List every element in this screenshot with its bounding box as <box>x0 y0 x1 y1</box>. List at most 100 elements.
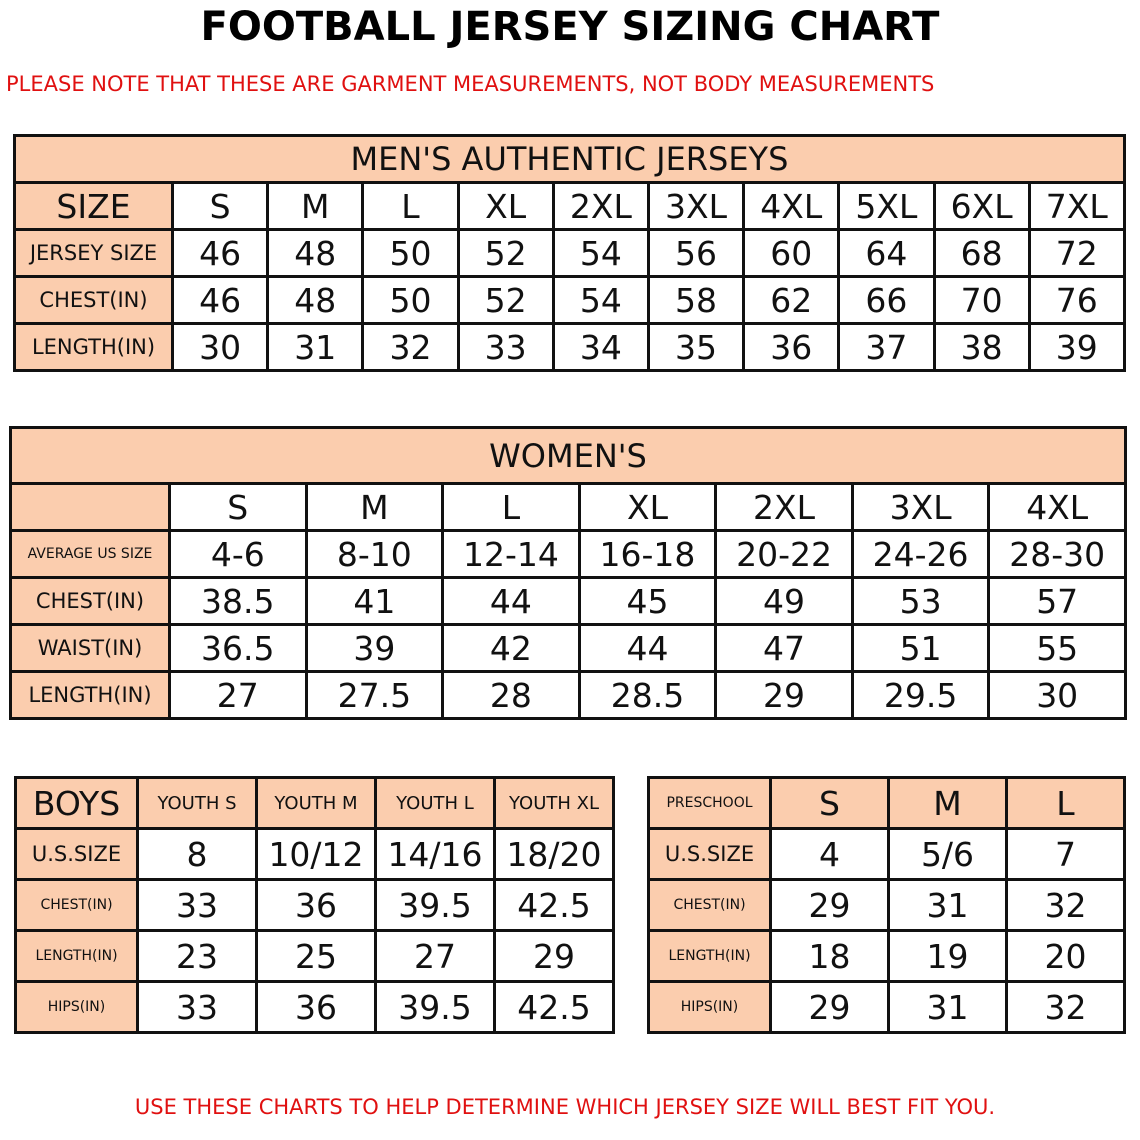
table-cell: 57 <box>987 576 1128 626</box>
table-cell: 19 <box>887 929 1008 983</box>
womens-title: WOMEN'S <box>8 426 1128 485</box>
table-cell: 50 <box>361 228 460 278</box>
table-cell: 29 <box>769 878 890 932</box>
table-cell: 72 <box>1027 228 1126 278</box>
table-cell: 42 <box>441 623 581 673</box>
row-label: LENGTH(IN) <box>14 929 139 983</box>
table-cell: 30 <box>987 670 1128 720</box>
table-cell: 20-22 <box>714 529 854 579</box>
table-cell: 68 <box>932 228 1031 278</box>
table-cell: 38 <box>932 322 1031 372</box>
column-header: YOUTH S <box>136 776 258 830</box>
column-header: 4XL <box>742 181 841 231</box>
column-header: XL <box>456 181 555 231</box>
table-cell: 4 <box>769 827 890 881</box>
boys-row: LENGTH(IN) 23 25 27 29 <box>14 929 615 983</box>
table-cell: 39 <box>1027 322 1126 372</box>
table-cell: 23 <box>136 929 258 983</box>
column-header: 5XL <box>837 181 936 231</box>
row-label: U.S.SIZE <box>647 827 772 881</box>
row-label: JERSEY SIZE <box>13 228 174 278</box>
table-cell: 53 <box>850 576 991 626</box>
womens-row: S M L XL 2XL 3XL 4XL <box>9 482 1128 532</box>
table-cell: 39.5 <box>374 878 496 932</box>
mens-table: MEN'S AUTHENTIC JERSEYS SIZE S M L XL 2XL 3XL 4X… <box>13 134 1126 372</box>
preschool-row: LENGTH(IN) 18 19 20 <box>647 929 1126 983</box>
column-header: 4XL <box>987 482 1128 532</box>
table-cell: 54 <box>551 228 650 278</box>
row-label: LENGTH(IN) <box>9 670 171 720</box>
column-header: L <box>1005 776 1126 830</box>
table-cell: 18/20 <box>493 827 615 881</box>
table-cell: 49 <box>714 576 854 626</box>
table-cell: 38.5 <box>168 576 308 626</box>
table-cell: 18 <box>769 929 890 983</box>
row-label: PRESCHOOL <box>647 776 772 830</box>
womens-row: AVERAGE US SIZE 4-6 8-10 12-14 16-18 20-22 24-… <box>9 529 1128 579</box>
table-cell: 24-26 <box>850 529 991 579</box>
row-label: SIZE <box>13 181 174 231</box>
table-cell: 62 <box>742 275 841 325</box>
table-cell: 32 <box>1005 980 1126 1034</box>
table-cell: 8-10 <box>304 529 445 579</box>
row-label: CHEST(IN) <box>13 275 174 325</box>
table-cell: 14/16 <box>374 827 496 881</box>
table-cell: 36.5 <box>168 623 308 673</box>
row-label: HIPS(IN) <box>647 980 772 1034</box>
table-cell: 52 <box>456 275 555 325</box>
row-label <box>9 482 171 532</box>
table-cell: 76 <box>1027 275 1126 325</box>
table-cell: 46 <box>170 228 270 278</box>
table-cell: 48 <box>266 228 365 278</box>
table-cell: 45 <box>577 576 718 626</box>
table-cell: 58 <box>646 275 746 325</box>
table-cell: 28 <box>441 670 581 720</box>
table-cell: 66 <box>837 275 936 325</box>
mens-row: JERSEY SIZE 46 48 50 52 54 56 60 64 68 72 <box>13 228 1126 278</box>
table-cell: 27 <box>374 929 496 983</box>
table-cell: 27.5 <box>304 670 445 720</box>
table-cell: 27 <box>168 670 308 720</box>
mens-row: SIZE S M L XL 2XL 3XL 4XL 5XL 6XL 7XL <box>13 181 1126 231</box>
table-cell: 52 <box>456 228 555 278</box>
garment-note: PLEASE NOTE THAT THESE ARE GARMENT MEASU… <box>6 72 935 96</box>
table-cell: 16-18 <box>577 529 718 579</box>
table-cell: 33 <box>136 980 258 1034</box>
row-label: CHEST(IN) <box>9 576 171 626</box>
table-cell: 4-6 <box>168 529 308 579</box>
column-header: M <box>304 482 445 532</box>
mens-row: LENGTH(IN) 30 31 32 33 34 35 36 37 38 39 <box>13 322 1126 372</box>
table-cell: 34 <box>551 322 650 372</box>
table-cell: 37 <box>837 322 936 372</box>
column-header: S <box>170 181 270 231</box>
table-cell: 28.5 <box>577 670 718 720</box>
table-cell: 42.5 <box>493 878 615 932</box>
table-cell: 64 <box>837 228 936 278</box>
table-cell: 25 <box>255 929 377 983</box>
table-cell: 36 <box>255 980 377 1034</box>
table-cell: 29 <box>493 929 615 983</box>
table-cell: 10/12 <box>255 827 377 881</box>
preschool-row: PRESCHOOL S M L <box>647 776 1126 830</box>
column-header: S <box>168 482 308 532</box>
table-cell: 31 <box>887 878 1008 932</box>
womens-row: LENGTH(IN) 27 27.5 28 28.5 29 29.5 30 <box>9 670 1128 720</box>
boys-row: CHEST(IN) 33 36 39.5 42.5 <box>14 878 615 932</box>
table-cell: 60 <box>742 228 841 278</box>
column-header: YOUTH XL <box>493 776 615 830</box>
column-header: YOUTH M <box>255 776 377 830</box>
table-cell: 28-30 <box>987 529 1128 579</box>
table-cell: 29 <box>769 980 890 1034</box>
boys-table: BOYS YOUTH S YOUTH M YOUTH L YOUTH XL U.S.SIZ… <box>14 776 615 1034</box>
boys-row: BOYS YOUTH S YOUTH M YOUTH L YOUTH XL <box>14 776 615 830</box>
table-cell: 35 <box>646 322 746 372</box>
table-cell: 7 <box>1005 827 1126 881</box>
womens-row: CHEST(IN) 38.5 41 44 45 49 53 57 <box>9 576 1128 626</box>
table-cell: 50 <box>361 275 460 325</box>
row-label: BOYS <box>14 776 139 830</box>
table-cell: 29.5 <box>850 670 991 720</box>
preschool-row: CHEST(IN) 29 31 32 <box>647 878 1126 932</box>
table-cell: 29 <box>714 670 854 720</box>
preschool-row: U.S.SIZE 4 5/6 7 <box>647 827 1126 881</box>
table-cell: 36 <box>255 878 377 932</box>
